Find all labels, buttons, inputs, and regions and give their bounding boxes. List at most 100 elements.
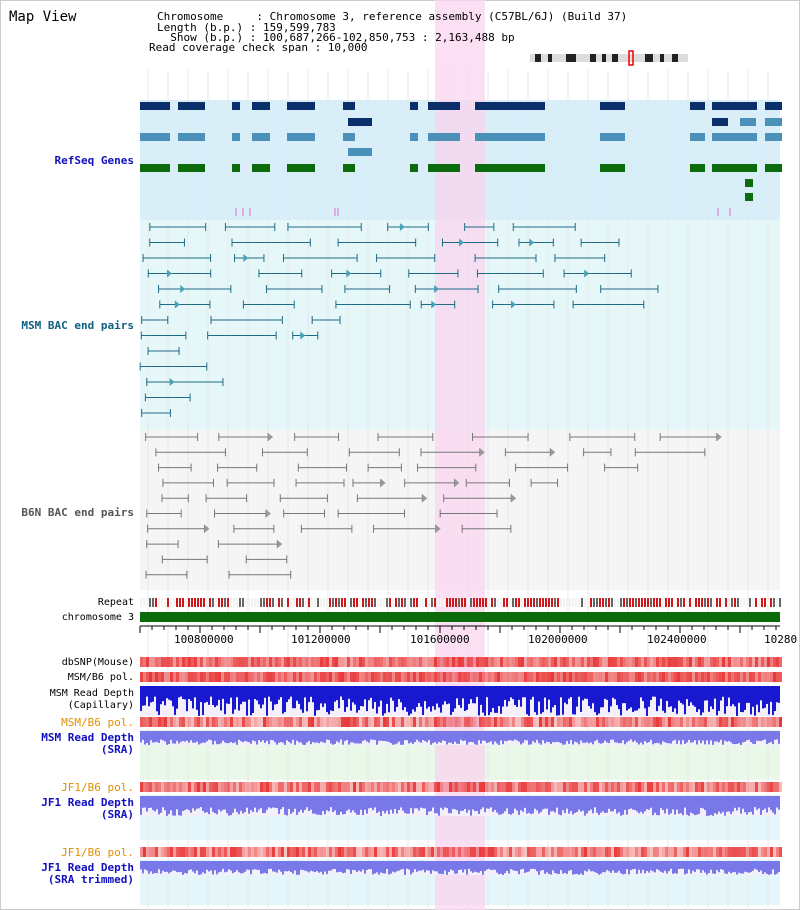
heat-cell [200, 717, 203, 727]
depth-bar [274, 731, 276, 743]
depth-bar [762, 731, 764, 741]
heat-cell [545, 782, 548, 792]
heat-cell [143, 782, 146, 792]
depth-bar [414, 861, 416, 870]
depth-bar [648, 686, 650, 707]
heat-cell [386, 782, 389, 792]
depth-bar [730, 861, 732, 874]
depth-bar [500, 686, 502, 714]
b6n-bac-track-label[interactable]: B6N BAC end pairs [21, 506, 134, 519]
heat-cell [254, 847, 257, 857]
depth-bar [744, 796, 746, 813]
jf1-read-depth-trim-label[interactable]: JF1 Read Depth [41, 861, 134, 874]
heat-cell [434, 847, 437, 857]
heat-cell [515, 847, 518, 857]
depth-bar [210, 731, 212, 741]
depth-bar [494, 796, 496, 810]
heat-cell [554, 847, 557, 857]
heat-cell [719, 847, 722, 857]
repeat-block [647, 598, 649, 607]
depth-bar [456, 686, 458, 699]
heat-cell [437, 847, 440, 857]
depth-bar [512, 731, 514, 741]
depth-bar [716, 861, 718, 871]
heat-cell [374, 657, 377, 667]
depth-bar [708, 731, 710, 745]
refseq-track-label[interactable]: RefSeq Genes [54, 154, 134, 167]
heat-cell [740, 847, 743, 857]
depth-bar [686, 796, 688, 815]
depth-bar [202, 796, 204, 811]
depth-bar [360, 731, 362, 744]
depth-bar [510, 796, 512, 815]
heat-cell [563, 847, 566, 857]
heat-cell [608, 717, 611, 727]
heat-cell [659, 782, 662, 792]
depth-bar [340, 686, 342, 697]
repeat-block [638, 598, 640, 607]
heat-cell [776, 672, 779, 682]
depth-bar [148, 686, 150, 707]
repeat-block [695, 598, 697, 607]
msm-bac-track-label[interactable]: MSM BAC end pairs [21, 319, 134, 332]
heat-cell [659, 847, 662, 857]
heat-cell [446, 782, 449, 792]
depth-bar [614, 861, 616, 873]
depth-bar [412, 796, 414, 814]
depth-bar [356, 731, 358, 744]
depth-bar [332, 686, 334, 711]
msm-read-depth-sra-label[interactable]: MSM Read Depth [41, 731, 134, 744]
depth-bar [528, 686, 530, 716]
depth-bar [262, 861, 264, 874]
gene-exon [232, 164, 240, 172]
depth-bar [694, 861, 696, 873]
depth-bar [400, 686, 402, 703]
heat-cell [401, 672, 404, 682]
depth-bar [438, 686, 440, 708]
depth-bar [220, 686, 222, 711]
depth-bar [550, 796, 552, 812]
depth-bar [232, 796, 234, 813]
depth-bar [748, 731, 750, 740]
depth-bar [168, 731, 170, 745]
heat-cell [683, 782, 686, 792]
depth-bar [650, 686, 652, 700]
heat-cell [674, 782, 677, 792]
heat-cell [287, 672, 290, 682]
heat-cell [497, 847, 500, 857]
heat-cell [596, 657, 599, 667]
depth-bar [332, 731, 334, 745]
heat-cell [485, 717, 488, 727]
heat-cell [215, 717, 218, 727]
depth-bar [580, 796, 582, 812]
depth-bar [236, 686, 238, 698]
depth-bar [156, 731, 158, 742]
depth-bar [142, 731, 144, 740]
jf1-read-depth-sra-label[interactable]: JF1 Read Depth [41, 796, 134, 809]
depth-bar [384, 686, 386, 714]
heat-cell [755, 672, 758, 682]
depth-bar [248, 686, 250, 700]
depth-bar [756, 861, 758, 870]
depth-bar [158, 861, 160, 870]
depth-bar [580, 861, 582, 874]
depth-bar [598, 796, 600, 815]
depth-bar [190, 861, 192, 870]
depth-bar [178, 731, 180, 744]
depth-bar [414, 796, 416, 809]
heat-cell [530, 657, 533, 667]
depth-bar [556, 861, 558, 874]
depth-bar [710, 686, 712, 707]
axis-tick-label: 101200000 [291, 633, 351, 646]
depth-bar [206, 731, 208, 742]
depth-bar [416, 796, 418, 809]
depth-bar [172, 731, 174, 744]
repeat-block [281, 598, 283, 607]
depth-bar [764, 731, 766, 740]
depth-bar [730, 731, 732, 743]
depth-bar [774, 686, 776, 712]
heat-cell [491, 657, 494, 667]
heat-cell [413, 657, 416, 667]
heat-cell [722, 672, 725, 682]
